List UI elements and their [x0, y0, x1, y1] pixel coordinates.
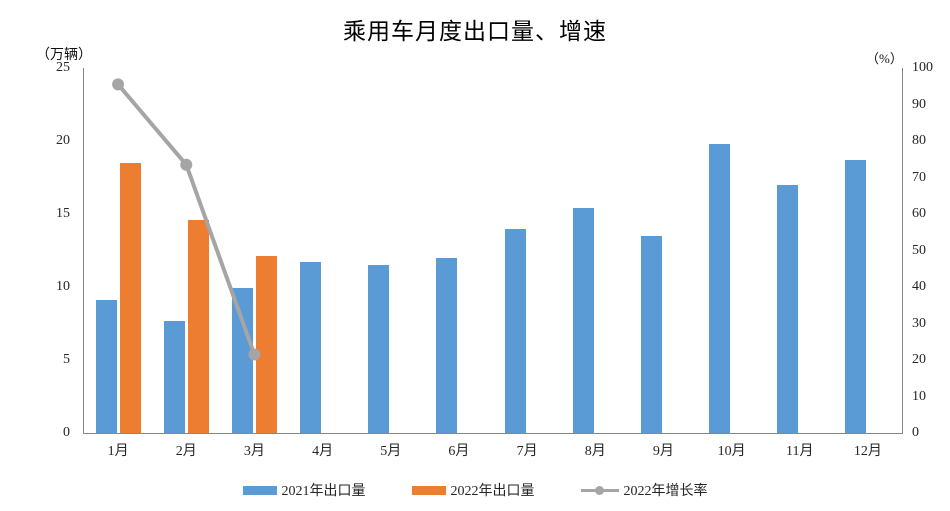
chart-title: 乘用车月度出口量、增速 — [343, 19, 607, 44]
x-axis-tick-label: 7月 — [516, 444, 538, 459]
right-axis-tick-label: 80 — [912, 133, 926, 148]
left-axis-tick-label: 25 — [56, 60, 70, 75]
left-axis-unit-label: （万辆） — [36, 48, 92, 63]
growth-rate-marker-2月 — [180, 158, 193, 171]
bar-2022-1月 — [119, 162, 141, 433]
left-axis-tick-label: 15 — [56, 206, 70, 221]
right-axis-tick-label: 30 — [912, 315, 926, 331]
legend-label: 2022年出口量 — [450, 484, 535, 499]
bar-2021-3月 — [231, 288, 253, 433]
bar-2021-12月 — [845, 159, 867, 433]
right-axis-tick-label: 40 — [912, 279, 926, 294]
x-axis-tick-label: 6月 — [448, 444, 470, 459]
right-axis-tick-label: 50 — [912, 242, 926, 258]
right-axis-tick-label: 100 — [912, 60, 933, 75]
growth-rate-marker-1月 — [112, 78, 125, 91]
x-axis-tick-label: 4月 — [312, 444, 334, 459]
right-axis-tick-label: 20 — [912, 352, 926, 367]
bar-2021-10月 — [709, 143, 731, 433]
left-axis-tick-label: 0 — [63, 425, 70, 440]
bar-2021-6月 — [436, 257, 458, 433]
right-axis-unit-label: （%） — [866, 51, 903, 66]
bar-2021-9月 — [640, 235, 662, 433]
x-axis-tick-label: 10月 — [717, 444, 746, 459]
x-axis-tick-label: 11月 — [785, 444, 814, 459]
left-axis-tick-label: 20 — [56, 133, 70, 148]
plot-area — [84, 68, 902, 433]
x-axis-tick-label: 2月 — [175, 444, 197, 459]
bar-2021-8月 — [572, 208, 594, 433]
bar-2022-3月 — [255, 256, 277, 433]
right-axis-tick-label: 90 — [912, 96, 926, 112]
bar-2021-1月 — [95, 300, 117, 433]
legend-line-marker-icon — [580, 485, 619, 496]
legend-label: 2022年增长率 — [623, 484, 708, 499]
legend-item-2022年增长率[interactable]: 2022年增长率 — [580, 480, 708, 500]
right-y-axis-line — [902, 68, 903, 434]
x-axis-tick-label: 5月 — [380, 444, 402, 459]
bar-2021-11月 — [777, 184, 799, 433]
x-axis-tick-label: 9月 — [652, 444, 674, 459]
legend-label: 2021年出口量 — [281, 484, 366, 499]
chart-legend: 2021年出口量 2022年出口量 2022年增长率 — [0, 480, 950, 500]
legend-item-2021年出口量[interactable]: 2021年出口量 — [242, 480, 366, 500]
x-axis-tick-label: 12月 — [853, 444, 882, 459]
right-axis-tick-label: 0 — [912, 425, 919, 440]
right-axis-tick-label: 70 — [912, 169, 926, 185]
right-axis-tick-label: 60 — [912, 206, 926, 221]
bar-2021-2月 — [163, 320, 185, 433]
bar-2022-2月 — [187, 219, 209, 433]
left-axis-tick-label: 5 — [63, 352, 70, 367]
x-axis-tick-label: 8月 — [584, 444, 606, 459]
bar-2021-7月 — [504, 228, 526, 433]
x-axis-line — [83, 433, 903, 434]
left-y-axis-line — [83, 68, 84, 434]
x-axis-tick-label: 1月 — [107, 444, 129, 459]
bar-2021-4月 — [300, 262, 322, 433]
left-axis-tick-label: 10 — [56, 279, 70, 294]
x-axis-tick-label: 3月 — [243, 444, 265, 459]
legend-swatch-icon — [242, 485, 277, 495]
right-axis-tick-label: 10 — [912, 388, 926, 404]
bar-2021-5月 — [368, 265, 390, 433]
legend-item-2022年出口量[interactable]: 2022年出口量 — [411, 480, 535, 500]
legend-swatch-icon — [411, 485, 446, 495]
